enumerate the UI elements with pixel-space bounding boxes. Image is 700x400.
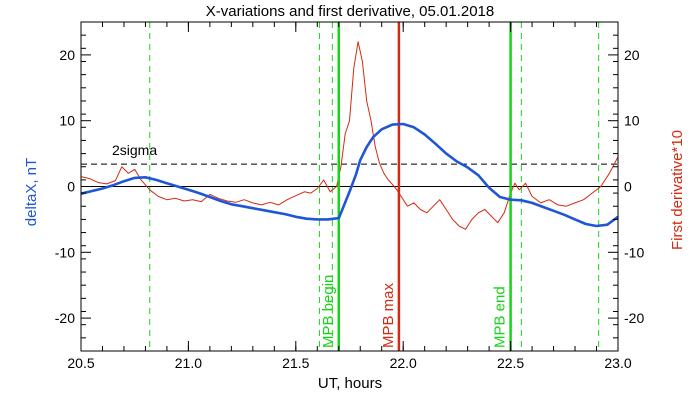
right-axis-label: First derivative*10 [669, 130, 686, 250]
y-tick-label-right: -20 [624, 310, 644, 326]
left-axis-label: deltaX, nT [23, 158, 40, 226]
y-tick-label-right: 10 [624, 113, 640, 129]
marker-label: MPB begin [320, 275, 337, 348]
y-tick-label-left: -10 [55, 244, 75, 260]
series-deltaX-line [80, 122, 619, 228]
y-tick-label-left: 0 [67, 179, 75, 195]
x-tick-label: 22.5 [497, 355, 524, 371]
series-derivative-line [80, 41, 619, 230]
x-tick-label: 22.0 [390, 355, 417, 371]
x-axis-label: UT, hours [318, 375, 382, 392]
y-tick-label-right: 20 [624, 47, 640, 63]
sigma-label: 2sigma [112, 142, 157, 158]
marker-label: MPB end [492, 286, 509, 348]
x-tick-label: 21.0 [175, 355, 202, 371]
series-layer: MPB begin MPB max MPB end [80, 22, 619, 351]
x-tick-label: 21.5 [282, 355, 309, 371]
y-tick-label-left: -20 [55, 310, 75, 326]
chart-title: X-variations and first derivative, 05.01… [206, 3, 495, 20]
axis-layer: 20.5 21.0 21.5 22.0 22.5 23.0 -20 -20 -10 -10 0 0 10… [55, 21, 644, 371]
marker-label: MPB max [380, 282, 397, 348]
x-tick-label: 20.5 [67, 355, 94, 371]
y-tick-label-right: -10 [624, 244, 644, 260]
x-tick-label: 23.0 [604, 355, 631, 371]
y-tick-label-left: 20 [59, 47, 75, 63]
y-tick-label-left: 10 [59, 113, 75, 129]
y-tick-label-right: 0 [624, 179, 632, 195]
